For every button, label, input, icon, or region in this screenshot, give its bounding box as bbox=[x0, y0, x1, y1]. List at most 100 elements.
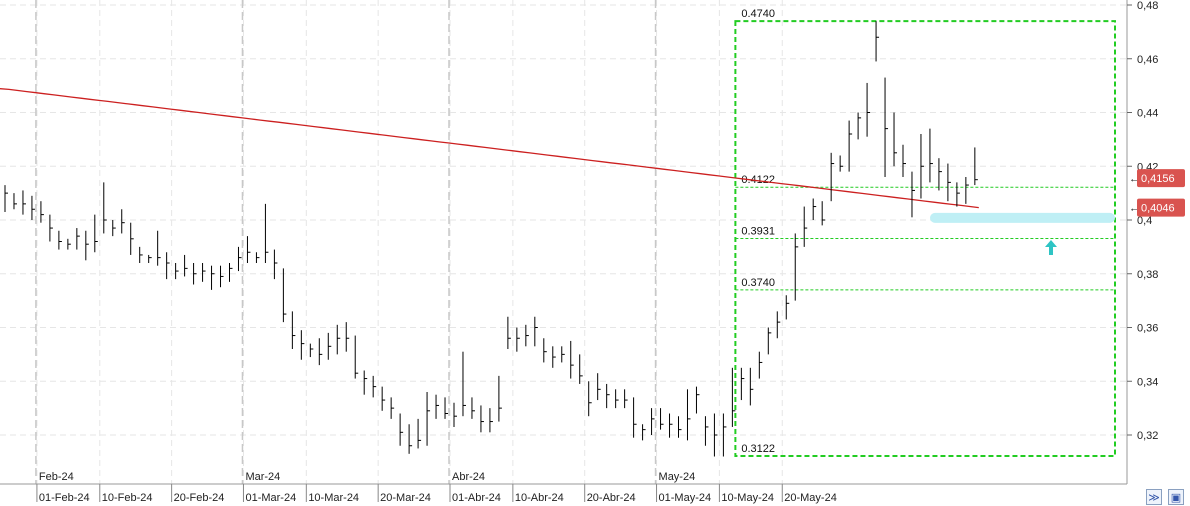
fib-level-label: 0.3122 bbox=[741, 443, 775, 455]
ohlc-bar bbox=[525, 324, 529, 347]
x-tick-label: 10-Feb-24 bbox=[102, 492, 153, 504]
moving-average bbox=[0, 88, 979, 209]
ohlc-bar bbox=[372, 375, 377, 398]
ohlc-bar bbox=[678, 416, 682, 438]
ohlc-bar bbox=[606, 383, 610, 409]
ohlc-bar bbox=[633, 397, 637, 438]
ohlc-bar bbox=[4, 185, 8, 212]
ohlc-bar bbox=[956, 182, 960, 207]
ohlc-bar bbox=[444, 397, 449, 419]
ohlc-bar bbox=[157, 230, 161, 266]
ohlc-bar bbox=[821, 201, 826, 226]
y-tick-label: 0,44 bbox=[1137, 108, 1158, 120]
ohlc-bar bbox=[58, 230, 62, 250]
price-boxes: ← 0,4156← 0,4046 bbox=[1129, 169, 1185, 217]
ohlc-bar bbox=[740, 367, 745, 401]
ohlc-bar bbox=[40, 201, 44, 223]
ohlc-bar bbox=[354, 335, 359, 379]
ohlc-bar bbox=[884, 77, 889, 177]
ohlc-bar bbox=[794, 233, 799, 301]
month-label: Mar-24 bbox=[245, 471, 280, 483]
ohlc-bar bbox=[947, 163, 951, 202]
x-axis-bg bbox=[0, 485, 1190, 506]
ohlc-bar bbox=[13, 193, 17, 210]
ohlc-bar bbox=[121, 209, 125, 234]
ohlc-bar bbox=[291, 311, 296, 349]
ohlc-bar bbox=[920, 134, 924, 199]
ohlc-bar bbox=[731, 367, 736, 427]
ohlc-bar bbox=[336, 324, 341, 355]
grid bbox=[0, 0, 1127, 484]
ohlc-bar bbox=[875, 21, 880, 62]
ohlc-bar bbox=[929, 128, 933, 183]
ohlc-bar bbox=[309, 343, 314, 358]
ohlc-bar bbox=[327, 332, 332, 360]
ohlc-bar bbox=[381, 386, 386, 411]
ohlc-bar bbox=[965, 177, 969, 204]
x-tick-label: 01-Mar-24 bbox=[245, 492, 296, 504]
ohlc-bar bbox=[830, 152, 835, 202]
y-tick-label: 0,46 bbox=[1137, 54, 1158, 66]
ohlc-bar bbox=[660, 408, 664, 430]
ohlc-bar bbox=[839, 155, 844, 172]
ohlc-bar bbox=[561, 346, 565, 363]
ohlc-bar bbox=[435, 394, 440, 419]
ohlc-bar bbox=[103, 182, 107, 234]
price-box: ← 0,4156 bbox=[1129, 169, 1185, 188]
price-box-bg bbox=[1137, 198, 1185, 217]
ohlc-bar bbox=[220, 265, 224, 288]
ohlc-bar bbox=[498, 375, 502, 422]
ohlc-bar bbox=[462, 351, 466, 417]
price-box-arrow: ← bbox=[1129, 173, 1140, 185]
y-tick-label: 0,4 bbox=[1137, 215, 1152, 227]
x-tick-label: 20-Abr-24 bbox=[587, 492, 636, 504]
price-box-bg bbox=[1137, 169, 1185, 188]
x-tick-label: 10-Abr-24 bbox=[515, 492, 564, 504]
ohlc-bar bbox=[938, 158, 942, 191]
ohlc-bar bbox=[76, 228, 80, 250]
x-tick-label: 01-May-24 bbox=[659, 492, 712, 504]
ohlc-bar bbox=[264, 203, 269, 263]
x-axis: 01-Feb-24 10-Feb-24 20-Feb-24 01-Mar-24 10-M… bbox=[0, 471, 1190, 506]
ohlc-bar bbox=[229, 263, 233, 282]
up-arrow-icon bbox=[1045, 240, 1057, 255]
ohlc-bar bbox=[112, 220, 116, 237]
ohlc-bar bbox=[130, 222, 134, 255]
chevrons-icon[interactable]: ≫ bbox=[1146, 489, 1162, 505]
ohlc-bar bbox=[767, 327, 772, 355]
y-tick-label: 0,36 bbox=[1137, 323, 1158, 335]
ohlc-bar bbox=[166, 252, 170, 280]
month-label: Abr-24 bbox=[452, 471, 485, 483]
support-zone-band bbox=[930, 212, 1115, 223]
ohlc-bar bbox=[175, 263, 179, 280]
y-tick-label: 0,48 bbox=[1137, 0, 1158, 12]
ohlc-bar bbox=[651, 408, 655, 435]
ohlc-bar bbox=[713, 413, 718, 457]
ohlc-bar bbox=[749, 367, 754, 406]
ohlc-bar bbox=[570, 340, 574, 379]
ohlc-bar bbox=[516, 327, 520, 352]
month-label: May-24 bbox=[659, 471, 696, 483]
price-box-label: 0,4156 bbox=[1141, 173, 1175, 185]
ohlc-bar bbox=[893, 112, 898, 167]
ohlc-bar bbox=[94, 214, 98, 253]
ohlc-bar bbox=[507, 316, 511, 349]
ohlc-bar bbox=[642, 424, 646, 441]
fib-level-label: 0.3740 bbox=[741, 277, 775, 289]
ohlc-bar bbox=[471, 397, 475, 419]
ohlc-bar bbox=[812, 198, 817, 220]
ohlc-bar bbox=[408, 424, 413, 454]
ohlc-bar bbox=[480, 405, 484, 433]
ohlc-bar bbox=[139, 246, 143, 263]
ohlc-bar bbox=[543, 338, 547, 363]
fib-level-label: 0.4740 bbox=[741, 8, 775, 20]
ohlc-bar bbox=[255, 252, 260, 263]
y-tick-label: 0,38 bbox=[1137, 269, 1158, 281]
ohlc-bar bbox=[695, 386, 700, 414]
ohlc-bar bbox=[318, 338, 323, 366]
ohlc-bar bbox=[453, 402, 457, 427]
x-tick-label: 20-Feb-24 bbox=[174, 492, 225, 504]
save-icon[interactable]: ▣ bbox=[1168, 489, 1184, 505]
ohlc-bar bbox=[866, 82, 871, 137]
